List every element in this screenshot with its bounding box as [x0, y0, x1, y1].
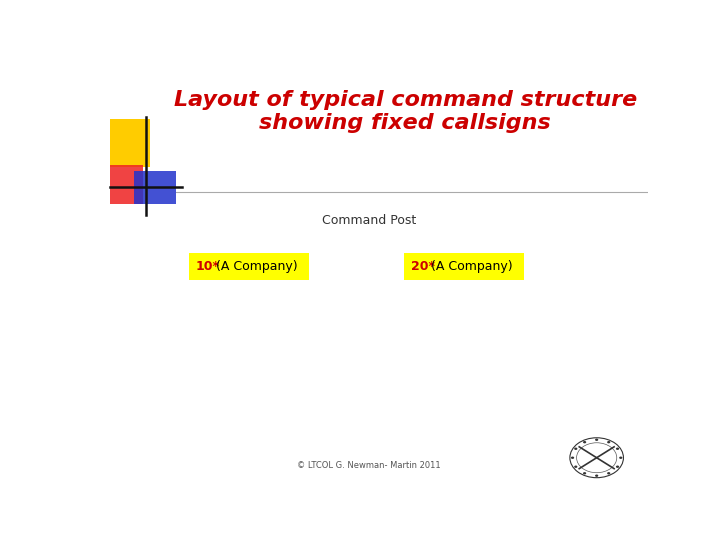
Circle shape: [619, 456, 622, 459]
Circle shape: [595, 475, 598, 477]
Text: Layout of typical command structure
showing fixed callsigns: Layout of typical command structure show…: [174, 90, 637, 133]
Circle shape: [607, 441, 611, 443]
Circle shape: [616, 448, 619, 450]
Circle shape: [570, 438, 624, 478]
Text: Command Post: Command Post: [322, 214, 416, 227]
Circle shape: [583, 472, 586, 475]
FancyBboxPatch shape: [404, 253, 524, 280]
Circle shape: [577, 443, 617, 472]
Text: 10*: 10*: [196, 260, 220, 273]
Circle shape: [571, 456, 574, 459]
FancyBboxPatch shape: [109, 165, 143, 204]
Circle shape: [607, 472, 611, 475]
FancyBboxPatch shape: [189, 253, 309, 280]
Circle shape: [583, 441, 586, 443]
Circle shape: [574, 448, 577, 450]
FancyBboxPatch shape: [109, 119, 150, 167]
Circle shape: [574, 465, 577, 468]
Circle shape: [616, 465, 619, 468]
Text: 20*: 20*: [410, 260, 435, 273]
Text: © LTCOL G. Newman- Martin 2011: © LTCOL G. Newman- Martin 2011: [297, 461, 441, 470]
FancyBboxPatch shape: [134, 171, 176, 204]
Text: (A Company): (A Company): [212, 260, 298, 273]
Circle shape: [595, 438, 598, 441]
Text: (A Company): (A Company): [427, 260, 513, 273]
